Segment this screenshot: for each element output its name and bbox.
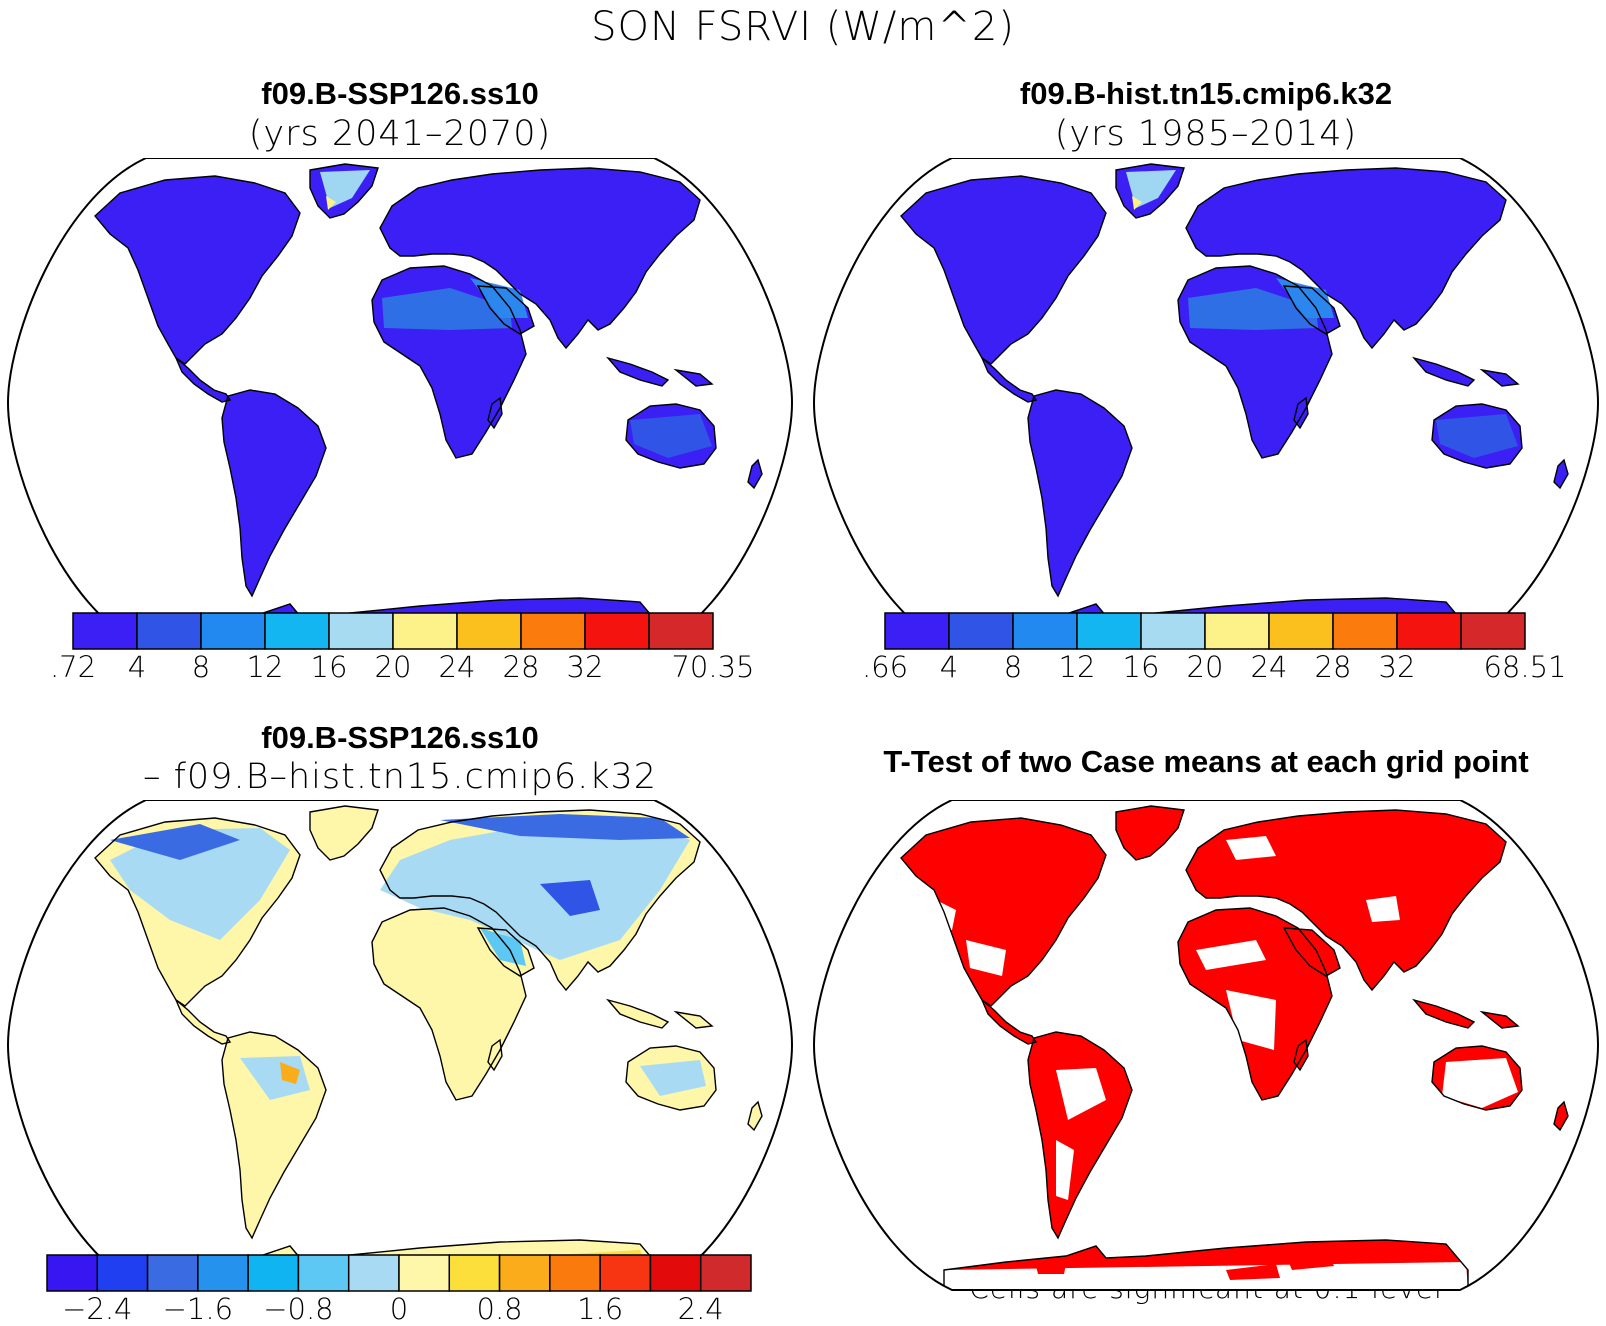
map-ttest-significance <box>812 800 1600 1291</box>
colorbar-historical <box>884 612 1526 650</box>
colorbar-swatch <box>599 1254 652 1292</box>
map-historical-mean <box>812 158 1600 649</box>
colorbar-swatch <box>1204 612 1270 650</box>
colorbar-swatch <box>1076 612 1142 650</box>
colorbar-tick-label: .72 <box>49 650 97 684</box>
colorbar-tick-label: 2.4 <box>677 1292 724 1326</box>
panel-title-top-right: f09.B-hist.tn15.cmip6.k32 <box>1019 76 1393 111</box>
colorbar-swatch <box>1140 612 1206 650</box>
panel-subtitle-bottom-left: – f09.B–hist.tn15.cmip6.k32 <box>142 757 658 797</box>
colorbar-swatch <box>247 1254 300 1292</box>
colorbar-tick-label: 0.8 <box>476 1292 523 1326</box>
colorbar-tick-label: 4 <box>939 650 959 684</box>
colorbar-swatch <box>1268 612 1334 650</box>
colorbar-tick-label: 28 <box>502 650 540 684</box>
colorbar-swatch <box>448 1254 501 1292</box>
colorbar-swatch <box>46 1254 99 1292</box>
colorbar-tick-label: 68.51 <box>1483 650 1567 684</box>
map-future-mean <box>6 158 794 649</box>
colorbar-tick-label: 12 <box>246 650 284 684</box>
colorbar-swatch <box>648 612 714 650</box>
panel-title-bottom-left: f09.B-SSP126.ss10 <box>261 720 539 755</box>
colorbar-tick-label: 4 <box>127 650 147 684</box>
colorbar-swatch <box>136 612 202 650</box>
colorbar-tick-label: 1.6 <box>577 1292 624 1326</box>
colorbar-tick-label: 24 <box>438 650 476 684</box>
colorbar-swatch <box>392 612 458 650</box>
colorbar-swatch <box>649 1254 702 1292</box>
colorbar-swatch <box>297 1254 350 1292</box>
colorbar-tick-label: −1.6 <box>162 1292 234 1326</box>
colorbar-swatch <box>1012 612 1078 650</box>
colorbar-swatch <box>456 612 522 650</box>
colorbar-swatch <box>347 1254 400 1292</box>
colorbar-swatch <box>96 1254 149 1292</box>
colorbar-tick-label: 32 <box>566 650 604 684</box>
panel-title-top-left: f09.B-SSP126.ss10 <box>261 76 539 111</box>
colorbar-swatch <box>328 612 394 650</box>
colorbar-swatch <box>520 612 586 650</box>
colorbar-swatch <box>884 612 950 650</box>
colorbar-future <box>72 612 714 650</box>
colorbar-swatch <box>1396 612 1462 650</box>
colorbar-tick-label: 16 <box>310 650 348 684</box>
colorbar-swatch <box>72 612 138 650</box>
colorbar-tick-label: 70.35 <box>671 650 755 684</box>
colorbar-swatch <box>584 612 650 650</box>
colorbar-swatch <box>200 612 266 650</box>
colorbar-tick-label: 20 <box>1186 650 1224 684</box>
colorbar-swatch <box>498 1254 551 1292</box>
panel-subtitle-top-right: (yrs 1985–2014) <box>1054 114 1358 154</box>
panel-title-bottom-right: T-Test of two Case means at each grid po… <box>883 744 1529 779</box>
colorbar-difference-labels: −2.4 −1.6 −0.8 0 0.8 1.6 2.4 <box>46 1292 750 1326</box>
colorbar-tick-label: .66 <box>861 650 909 684</box>
colorbar-tick-label: 0 <box>389 1292 409 1326</box>
colorbar-tick-label: 20 <box>374 650 412 684</box>
panel-subtitle-top-left: (yrs 2041–2070) <box>248 114 552 154</box>
colorbar-difference <box>46 1254 752 1292</box>
colorbar-tick-label: −0.8 <box>263 1292 334 1326</box>
colorbar-swatch <box>1332 612 1398 650</box>
figure-title: SON FSRVI (W/m^2) <box>591 4 1015 50</box>
colorbar-tick-label: 12 <box>1058 650 1096 684</box>
colorbar-tick-label: 24 <box>1250 650 1288 684</box>
colorbar-tick-label: 28 <box>1314 650 1352 684</box>
colorbar-swatch <box>264 612 330 650</box>
colorbar-tick-label: −2.4 <box>62 1292 133 1326</box>
colorbar-tick-label: 8 <box>1003 650 1023 684</box>
colorbar-future-labels: .72 4 8 12 16 20 24 28 32 70.35 <box>50 650 755 690</box>
colorbar-historical-labels: .66 4 8 12 16 20 24 28 32 68.51 <box>862 650 1567 690</box>
colorbar-tick-label: 32 <box>1378 650 1416 684</box>
map-difference <box>6 800 794 1291</box>
colorbar-swatch <box>549 1254 601 1292</box>
colorbar-swatch <box>146 1254 199 1292</box>
colorbar-tick-label: 16 <box>1122 650 1160 684</box>
colorbar-swatch <box>699 1254 752 1292</box>
colorbar-tick-label: 8 <box>191 650 211 684</box>
colorbar-swatch <box>197 1254 249 1292</box>
colorbar-swatch <box>1460 612 1526 650</box>
colorbar-swatch <box>948 612 1014 650</box>
colorbar-swatch <box>398 1254 451 1292</box>
